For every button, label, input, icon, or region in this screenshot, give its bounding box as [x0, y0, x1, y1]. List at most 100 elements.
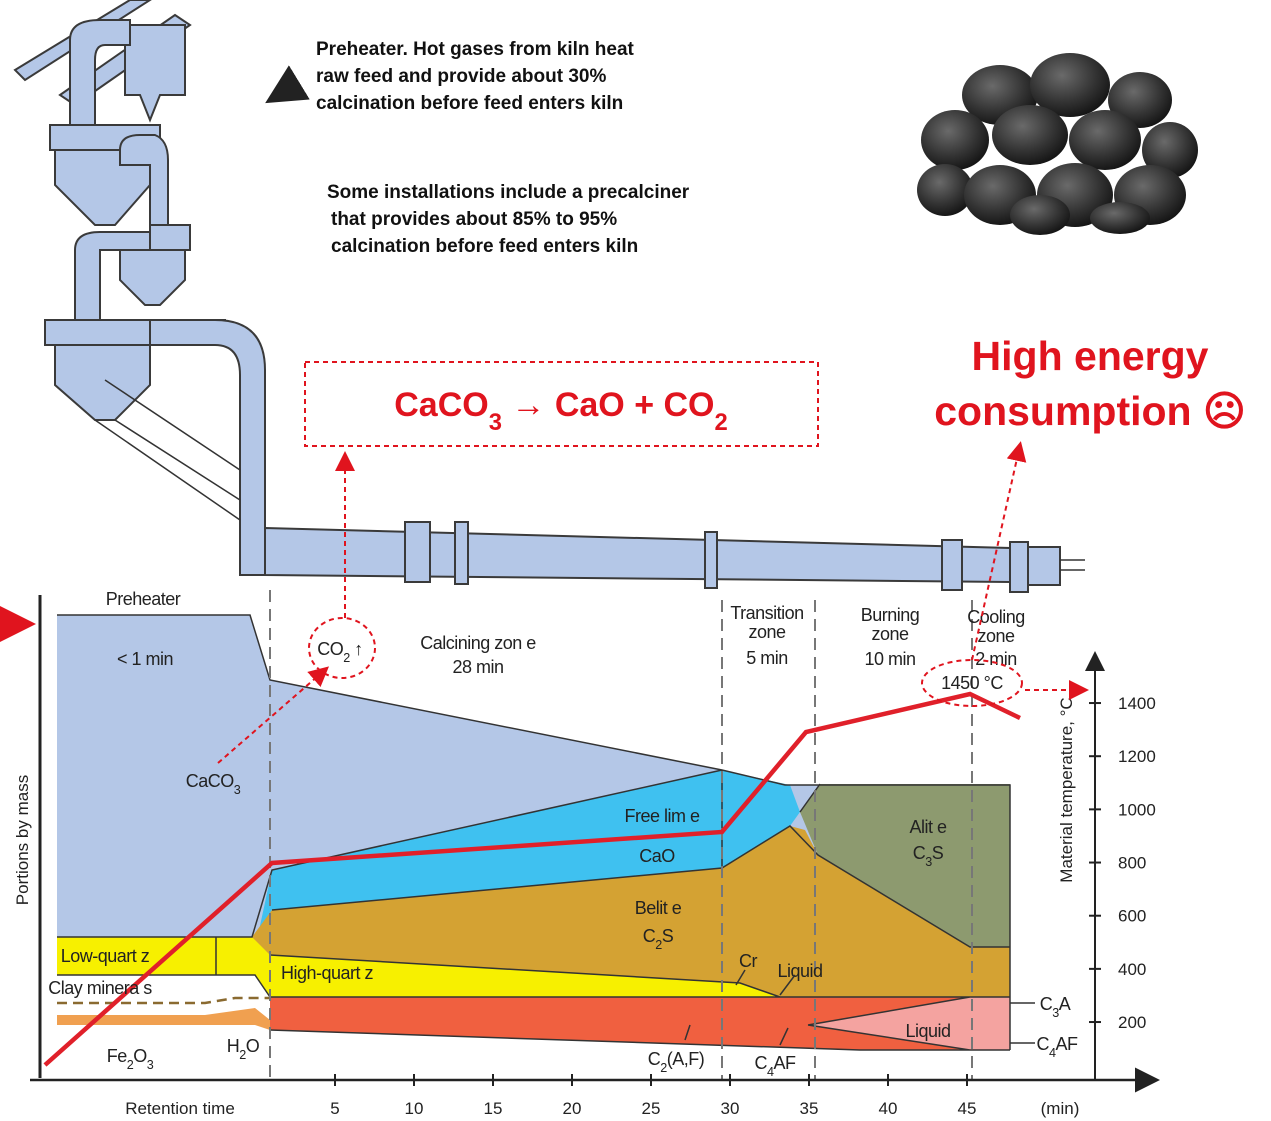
text-part: H [227, 1036, 240, 1056]
zone-label: 10 min [864, 649, 915, 669]
peak-highlight [921, 659, 1023, 707]
subscript: 2 [343, 651, 350, 665]
x-tick-label: 20 [563, 1099, 582, 1118]
text-part: AF [1056, 1034, 1079, 1054]
y2-tick-label: 200 [1118, 1013, 1146, 1032]
zone-label: Preheater [106, 589, 181, 609]
x-tick-label: 5 [330, 1099, 339, 1118]
text-part: CaO [639, 846, 675, 866]
zone-label: zone [748, 622, 786, 642]
y2-tick-label: 1400 [1118, 694, 1156, 713]
phase-label: Clay minera s [48, 978, 152, 998]
phase-label: Low-quart z [61, 946, 150, 966]
text-part: → CaO + CO [502, 386, 715, 424]
peak-temperature: 1450 °C [941, 673, 1003, 693]
zone-label: Cooling [967, 607, 1025, 627]
text-part: AF [774, 1053, 797, 1073]
phase-label: Alit e [909, 817, 947, 837]
x-tick-label: 45 [958, 1099, 977, 1118]
subscript: 3 [147, 1058, 154, 1072]
phase-label: Belit e [635, 898, 682, 918]
temperature-curve [43, 691, 1021, 1067]
zone-label: < 1 min [117, 649, 173, 669]
subscript: 4 [767, 1065, 774, 1079]
text-part: Belit e [635, 898, 682, 918]
precalciner-note: that provides about 85% to 95% [331, 209, 617, 230]
x-tick-label: 25 [642, 1099, 661, 1118]
zone-label: zone [871, 624, 909, 644]
reaction-equation: CaCO3 → CaO + CO2 [394, 386, 728, 436]
kiln-schematic [13, 0, 1085, 593]
text-part: ↑ [350, 639, 363, 659]
phase-label: CaO [639, 846, 675, 866]
phase-label: High-quart z [281, 963, 374, 983]
axis-ticks: 5 10 15 20 25 30 35 40 45 200 400 600 800 1000 1200 140… [330, 694, 1156, 1118]
text-part: C [1040, 994, 1053, 1014]
phase-label: C4AF [754, 1053, 796, 1079]
callout-arrow [217, 666, 330, 764]
text-part: Low-quart z [61, 946, 150, 966]
y2-tick-label: 1000 [1118, 800, 1156, 819]
phase-label: Liquid [777, 961, 822, 981]
subscript: 4 [1049, 1046, 1056, 1060]
y2-axis-label: Material temperature, °C [1057, 697, 1076, 882]
coal-image [917, 53, 1198, 235]
preheater-note: calcination before feed enters kiln [316, 93, 623, 114]
subscript: 3 [489, 409, 502, 436]
text-part: O [246, 1036, 260, 1056]
text-part: C [913, 843, 926, 863]
text-part: C [1036, 1034, 1049, 1054]
phase-label: CO2 ↑ [317, 639, 363, 665]
co2-highlight [308, 617, 376, 679]
phase-label: CaCO3 [186, 771, 241, 797]
phase-labels: CO2 ↑ CaCO3 Free lim e CaO Alit e C3S Be… [48, 639, 1078, 1079]
phase-label: Fe2O3 [107, 1046, 154, 1072]
zone-label: 2 min [975, 649, 1017, 669]
note-arrow [265, 65, 310, 104]
text-part: CaCO [186, 771, 235, 791]
preheater-note: Preheater. Hot gases from kiln heat [316, 39, 635, 60]
callout-arrow [971, 441, 1027, 661]
phase-label: Cr [739, 951, 757, 971]
phase-label: C2S [643, 926, 674, 952]
reaction-box [304, 361, 819, 447]
x-tick-label: 10 [405, 1099, 424, 1118]
text-part: High-quart z [281, 963, 374, 983]
y-axis-label: Portions by mass [13, 775, 32, 905]
text-part: C [643, 926, 656, 946]
x-tick-label: 15 [484, 1099, 503, 1118]
text-part: CaCO [394, 386, 488, 424]
phase-label: C2(A,F) [648, 1049, 705, 1075]
text-part: CO [317, 639, 343, 659]
y2-tick-label: 800 [1118, 854, 1146, 873]
subscript: 3 [925, 855, 932, 869]
y2-tick-label: 600 [1118, 907, 1146, 926]
energy-note: High energy [972, 333, 1209, 379]
zone-label: Burning [861, 605, 920, 625]
subscript: 2 [715, 409, 728, 436]
precalciner-note: calcination before feed enters kiln [331, 236, 638, 257]
y2-tick-label: 1200 [1118, 747, 1156, 766]
phase-label: Liquid [905, 1021, 950, 1041]
text-part: Liquid [777, 961, 822, 981]
zone-label: zone [977, 626, 1015, 646]
text-part: (A,F) [667, 1049, 705, 1069]
subscript: 3 [1052, 1006, 1059, 1020]
x-tick-label: 35 [800, 1099, 819, 1118]
text-part: S [662, 926, 674, 946]
phase-label: C3S [913, 843, 944, 869]
subscript: 2 [660, 1061, 667, 1075]
text-part: A [1059, 994, 1071, 1014]
phase-label: Free lim e [624, 806, 700, 826]
text-part: Fe [107, 1046, 127, 1066]
preheater-note: raw feed and provide about 30% [316, 66, 606, 87]
subscript: 2 [655, 938, 662, 952]
text-part: Clay minera s [48, 978, 152, 998]
zone-label: 28 min [452, 657, 503, 677]
precalciner-note: Some installations include a precalciner [327, 182, 690, 203]
subscript: 2 [127, 1058, 134, 1072]
text-part: Liquid [905, 1021, 950, 1041]
subscript: 3 [234, 783, 241, 797]
y2-tick-label: 400 [1118, 960, 1146, 979]
